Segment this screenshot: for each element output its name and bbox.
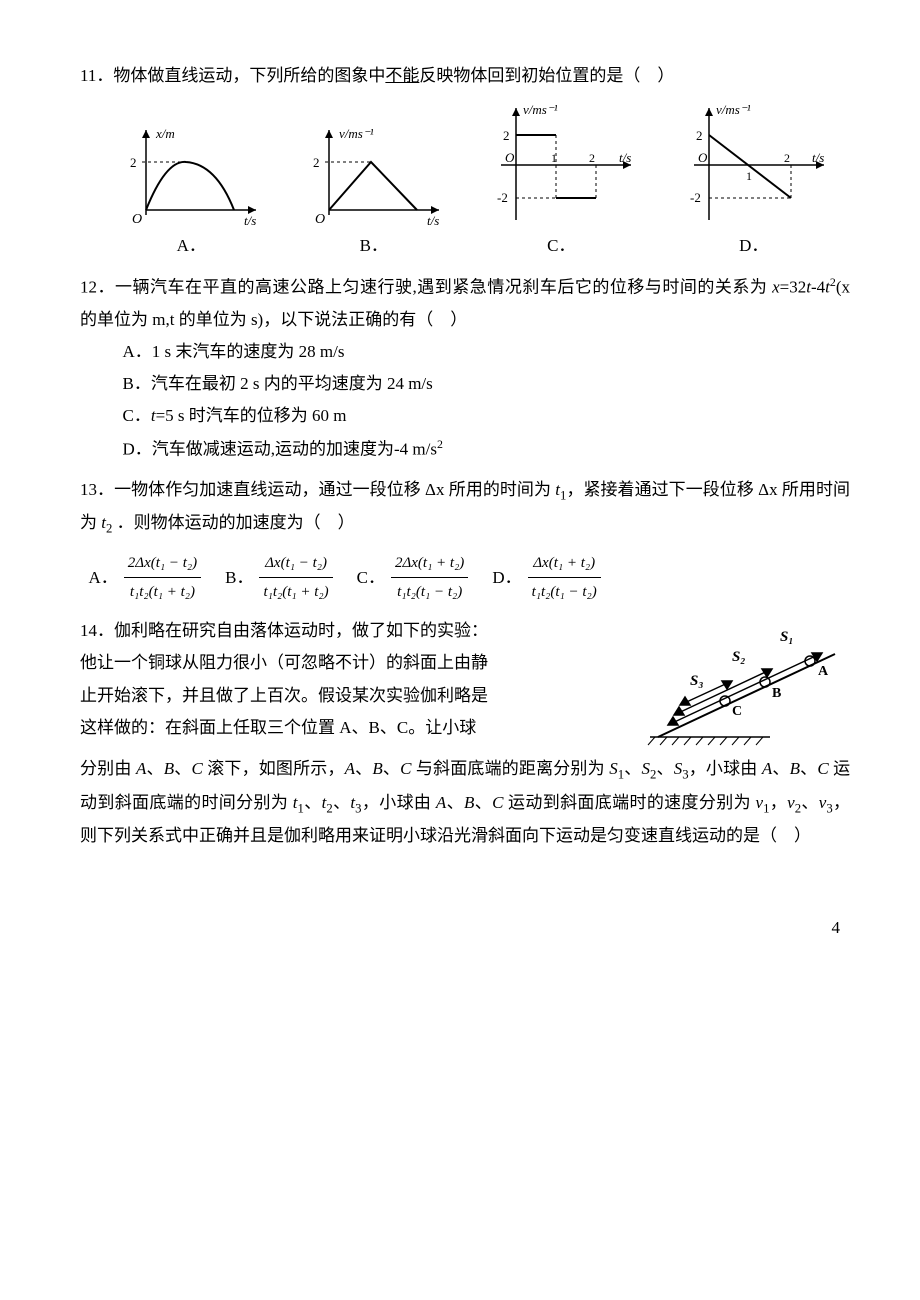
page-number: 4 <box>80 912 850 944</box>
q11-graphs: x/m t/s 2 O A． v/ms⁻¹ t/s 2 O <box>100 100 850 262</box>
q12-option-d: D．汽车做减速运动,运动的加速度为-4 m/s2 <box>80 433 850 466</box>
q12-option-b: B．汽车在最初 2 s 内的平均速度为 24 m/s <box>80 368 850 400</box>
q13-stem: 13．一物体作匀加速直线运动，通过一段位移 Δx 所用的时间为 t1，紧接着通过… <box>80 474 850 541</box>
graph-c-label: C． <box>547 230 575 262</box>
q13-opt-b: B． Δx(t₁ − t₂)t₁t₂(t₁ + t₂) <box>225 549 335 607</box>
graph-b-svg: v/ms⁻¹ t/s 2 O <box>299 120 449 230</box>
svg-text:O: O <box>698 150 708 165</box>
q13-opt-c: C． 2Δx(t₁ + t₂)t₁t₂(t₁ − t₂) <box>357 549 471 607</box>
q13-a: 一物体作匀加速直线运动，通过一段位移 Δx 所用的时间为 <box>114 480 555 499</box>
svg-text:v/ms⁻¹: v/ms⁻¹ <box>339 126 374 141</box>
q12-text-a: 一辆汽车在平直的高速公路上匀速行驶,遇到紧急情况刹车后它的位移与时间的关系为 <box>115 277 772 296</box>
graph-d-svg: v/ms⁻¹ t/s 2 O -2 1 2 <box>674 100 834 230</box>
q11-text-a: 物体做直线运动，下列所给的图象中 <box>113 66 385 85</box>
q12-option-c: C．t=5 s 时汽车的位移为 60 m <box>80 400 850 432</box>
graph-b: v/ms⁻¹ t/s 2 O B． <box>299 120 449 262</box>
question-14: A B C S₁ S₂ S₃ 14．伽利略在研究自由落体运动时，做了如下的实验：… <box>80 615 850 853</box>
svg-text:t/s: t/s <box>427 213 439 228</box>
q13-d-lbl: D． <box>492 562 521 594</box>
q12-option-a: A．1 s 末汽车的速度为 28 m/s <box>80 336 850 368</box>
graph-a: x/m t/s 2 O A． <box>116 120 266 262</box>
svg-text:2: 2 <box>313 155 320 170</box>
svg-text:v/ms⁻¹: v/ms⁻¹ <box>523 102 558 117</box>
svg-text:t/s: t/s <box>619 150 631 165</box>
q13-a-lbl: A． <box>89 562 118 594</box>
q11-text-b: 反映物体回到初始位置的是（ ） <box>419 66 674 85</box>
svg-text:A: A <box>818 664 829 679</box>
q13-num: 13． <box>80 480 114 499</box>
q12-relation: x <box>772 277 780 296</box>
svg-text:O: O <box>505 150 515 165</box>
q11-num: 11． <box>80 66 113 85</box>
question-11: 11．物体做直线运动，下列所给的图象中不能反映物体回到初始位置的是（ ） x/m… <box>80 60 850 263</box>
svg-text:S₂: S₂ <box>732 649 746 665</box>
q14-l5: 分别由 A、B、C 滚下，如图所示，A、B、C 与斜面底端的距离分别为 S1、S… <box>80 753 850 853</box>
svg-text:x/m: x/m <box>155 126 175 141</box>
svg-text:2: 2 <box>589 151 595 165</box>
svg-text:2: 2 <box>784 151 790 165</box>
svg-text:v/ms⁻¹: v/ms⁻¹ <box>716 102 751 117</box>
q14-figure: A B C S₁ S₂ S₃ <box>640 619 850 749</box>
q13-options: A． 2Δx(t₁ − t₂)t₁t₂(t₁ + t₂) B． Δx(t₁ − … <box>80 549 850 607</box>
svg-text:O: O <box>315 212 325 227</box>
q14-num: 14． <box>80 621 114 640</box>
q13-b-lbl: B． <box>225 562 253 594</box>
svg-text:2: 2 <box>696 128 703 143</box>
svg-text:-2: -2 <box>690 190 701 205</box>
svg-text:t/s: t/s <box>244 213 256 228</box>
q13-opt-a: A． 2Δx(t₁ − t₂)t₁t₂(t₁ + t₂) <box>89 549 204 607</box>
question-12: 12．一辆汽车在平直的高速公路上匀速行驶,遇到紧急情况刹车后它的位移与时间的关系… <box>80 271 850 466</box>
question-13: 13．一物体作匀加速直线运动，通过一段位移 Δx 所用的时间为 t1，紧接着通过… <box>80 474 850 607</box>
svg-text:2: 2 <box>503 128 510 143</box>
svg-text:t/s: t/s <box>812 150 824 165</box>
graph-c-svg: v/ms⁻¹ t/s 2 O -2 1 2 <box>481 100 641 230</box>
q13-c: ．则物体运动的加速度为（ ） <box>112 513 354 532</box>
graph-d-label: D． <box>739 230 768 262</box>
graph-d: v/ms⁻¹ t/s 2 O -2 1 2 D． <box>674 100 834 262</box>
q14-l1: 伽利略在研究自由落体运动时，做了如下的实验： <box>114 621 488 640</box>
svg-text:S₃: S₃ <box>690 673 704 689</box>
graph-a-label: A． <box>177 230 206 262</box>
q12-stem: 12．一辆汽车在平直的高速公路上匀速行驶,遇到紧急情况刹车后它的位移与时间的关系… <box>80 271 850 336</box>
q11-stem: 11．物体做直线运动，下列所给的图象中不能反映物体回到初始位置的是（ ） <box>80 60 850 92</box>
q11-underline: 不能 <box>385 66 419 85</box>
svg-text:-2: -2 <box>497 190 508 205</box>
graph-c: v/ms⁻¹ t/s 2 O -2 1 2 C． <box>481 100 641 262</box>
q13-c-lbl: C． <box>357 562 385 594</box>
q13-opt-d: D． Δx(t₁ + t₂)t₁t₂(t₁ − t₂) <box>492 549 602 607</box>
graph-b-label: B． <box>360 230 388 262</box>
svg-text:1: 1 <box>746 169 752 183</box>
svg-text:S₁: S₁ <box>780 629 794 645</box>
graph-a-svg: x/m t/s 2 O <box>116 120 266 230</box>
q12-num: 12． <box>80 277 115 296</box>
svg-text:2: 2 <box>130 155 137 170</box>
svg-text:B: B <box>772 686 781 701</box>
svg-text:C: C <box>732 704 742 719</box>
svg-text:O: O <box>132 212 142 227</box>
